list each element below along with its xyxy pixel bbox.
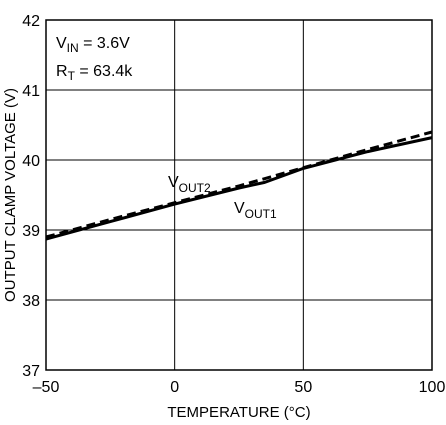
- series-line-vout1: [45, 136, 433, 241]
- series-lines: [45, 130, 433, 241]
- x-tick-label: 0: [170, 379, 179, 396]
- tick-labels: –50 0 50 100 37 38 39 40 41 42: [22, 13, 445, 396]
- x-tick-label: 100: [419, 379, 446, 396]
- vin-rest: = 3.6V: [79, 35, 130, 52]
- y-tick-label: 40: [22, 153, 40, 170]
- y-tick-label: 37: [22, 363, 40, 380]
- y-tick-label: 38: [22, 293, 40, 310]
- vin-main: V: [56, 35, 67, 52]
- rt-main: R: [56, 63, 68, 80]
- series-line-vout2: [45, 130, 433, 239]
- vin-sub: IN: [67, 41, 79, 55]
- y-tick-label: 41: [22, 83, 40, 100]
- rt-rest: = 63.4k: [75, 63, 133, 80]
- plot-frame: [45, 19, 433, 371]
- rt-sub: T: [68, 69, 76, 83]
- y-tick-label: 39: [22, 223, 40, 240]
- x-axis-label: TEMPERATURE (°C): [167, 404, 310, 421]
- vin-annotation: VIN = 3.6V: [56, 35, 130, 55]
- x-tick-label: –50: [33, 379, 60, 396]
- vout2-label-sub: OUT2: [179, 181, 211, 195]
- y-axis-label: OUTPUT CLAMP VOLTAGE (V): [2, 88, 19, 302]
- y-tick-label: 42: [22, 13, 40, 30]
- x-tick-label: 50: [294, 379, 312, 396]
- vout1-label-main: V: [234, 200, 245, 217]
- vout2-label-main: V: [168, 174, 179, 191]
- grid-lines: [46, 20, 432, 370]
- vout1-label-sub: OUT1: [245, 207, 277, 221]
- vout1-label: VOUT1: [234, 200, 277, 221]
- vout2-label: VOUT2: [168, 174, 211, 195]
- rt-annotation: RT = 63.4k: [56, 63, 133, 83]
